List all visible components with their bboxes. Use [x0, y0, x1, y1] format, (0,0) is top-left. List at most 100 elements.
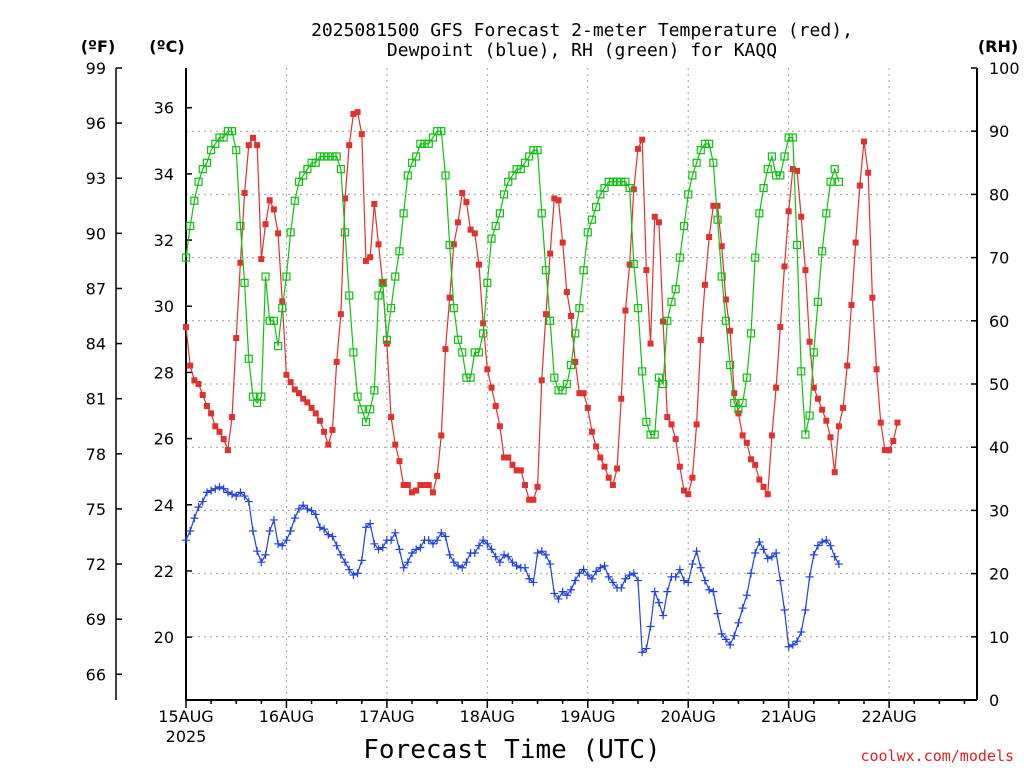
temperature-point: [392, 441, 399, 448]
temperature-point: [404, 482, 411, 489]
dewpoint-point: [650, 587, 659, 596]
relative-humidity-point: [512, 165, 521, 174]
series-layer: [181, 109, 901, 657]
dewpoint-point: [370, 539, 379, 548]
dewpoint-point: [801, 605, 810, 614]
temperature-point: [342, 195, 349, 202]
celsius-tick-label: 24: [154, 496, 174, 515]
temperature-point: [409, 489, 415, 496]
temperature-point: [296, 390, 302, 397]
dewpoint-point: [583, 571, 592, 580]
dewpoint-point: [500, 550, 509, 559]
temperature-point: [442, 346, 449, 353]
relative-humidity-point: [366, 405, 375, 414]
dewpoint-point: [495, 558, 504, 567]
relative-humidity-point: [780, 152, 789, 161]
dewpoint-point: [424, 536, 433, 545]
relative-humidity-point: [633, 304, 643, 313]
temperature-point: [229, 414, 236, 421]
celsius-tick-label: 26: [154, 430, 174, 449]
dewpoint-point: [341, 558, 350, 567]
dewpoint-point: [207, 486, 216, 495]
relative-humidity-point: [487, 234, 496, 243]
temperature-point: [802, 267, 809, 274]
temperature-point: [388, 414, 395, 421]
relative-humidity-point: [445, 240, 454, 250]
relative-humidity-point: [412, 152, 421, 161]
temperature-point: [593, 443, 600, 450]
relative-humidity-point: [211, 139, 220, 148]
temperature-point: [262, 221, 269, 228]
relative-humidity-point: [378, 278, 387, 287]
dewpoint-point: [638, 648, 647, 657]
temperature-point: [346, 142, 353, 149]
temperature-point: [706, 234, 713, 241]
temperature-point: [212, 423, 219, 430]
relative-humidity-point: [684, 190, 693, 199]
relative-humidity-point: [717, 272, 726, 281]
relative-humidity-point: [257, 392, 266, 401]
relative-humidity-point: [499, 190, 509, 199]
temperature-point: [216, 428, 223, 435]
temperature-point: [496, 423, 503, 430]
temperature-point: [438, 432, 445, 439]
relative-humidity-point: [818, 247, 827, 256]
relative-humidity-point: [324, 152, 333, 161]
temperature-point: [614, 465, 621, 472]
dewpoint-point: [646, 622, 655, 631]
temperature-point: [597, 454, 604, 461]
relative-humidity-point: [617, 177, 626, 186]
relative-humidity-point: [403, 171, 412, 180]
fahrenheit-tick-label: 81: [86, 390, 106, 409]
relative-humidity-point: [407, 158, 417, 167]
temperature-point: [630, 186, 637, 193]
temperature-point: [534, 483, 541, 490]
dewpoint-point: [818, 538, 827, 546]
fahrenheit-tick-label: 93: [86, 169, 106, 188]
dewpoint-point: [558, 587, 567, 596]
temperature-point: [681, 487, 688, 494]
temperature-point: [291, 386, 298, 393]
temperature-point: [538, 377, 545, 384]
dewpoint-point: [357, 556, 366, 565]
dewpoint-point: [608, 578, 617, 587]
dewpoint-point: [261, 550, 270, 559]
relative-humidity-point: [575, 304, 584, 313]
relative-humidity-point: [629, 259, 638, 269]
dewpoint-point: [458, 563, 467, 572]
temperature-point: [622, 307, 629, 314]
relative-humidity-point: [638, 367, 647, 376]
dewpoint-point: [738, 604, 747, 613]
relative-humidity-point: [495, 209, 504, 218]
temperature-point: [187, 362, 194, 369]
relative-humidity-point: [525, 152, 534, 161]
temperature-point: [718, 243, 725, 250]
dewpoint-point: [634, 576, 642, 585]
dewpoint-point: [579, 565, 588, 574]
dewpoint-point: [395, 545, 404, 554]
temperature-point: [283, 371, 290, 378]
rh-tick-label: 60: [989, 312, 1009, 331]
dewpoint-point: [587, 574, 596, 583]
relative-humidity-point: [671, 285, 680, 294]
dewpoint-point: [286, 526, 295, 535]
dewpoint-point: [659, 611, 668, 620]
dewpoint-point: [353, 569, 362, 578]
x-tick-label: 15AUG: [158, 707, 213, 726]
axes-layer: 66 69 72 75 78 81 84 87 90 93 96 99 20 22 24 26 28 30 32 34…: [86, 59, 1020, 746]
fahrenheit-tick-label: 69: [86, 610, 106, 629]
relative-humidity-point: [621, 177, 630, 186]
dewpoint-point: [336, 550, 345, 559]
dewpoint-point: [378, 543, 387, 552]
relative-humidity-point: [504, 177, 513, 186]
temperature-point: [224, 447, 231, 454]
temperature-point: [781, 263, 788, 270]
dewpoint-point: [625, 571, 634, 580]
fahrenheit-tick-label: 99: [86, 59, 106, 78]
relative-humidity-series: [181, 127, 843, 439]
relative-humidity-point: [558, 386, 567, 395]
temperature-point: [731, 390, 738, 397]
dewpoint-point: [449, 558, 458, 567]
dewpoint-point: [763, 554, 772, 563]
dewpoint-point: [684, 578, 693, 587]
